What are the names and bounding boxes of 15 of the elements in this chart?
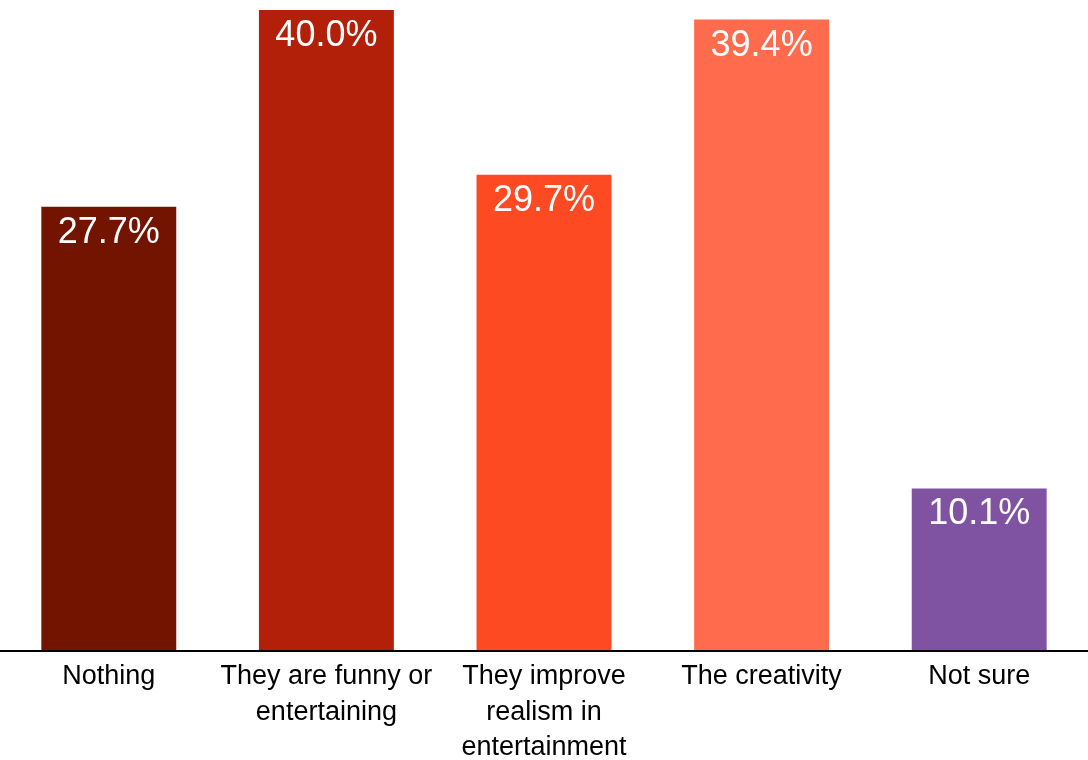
x-tick-label: They improve realism in entertainment <box>461 660 628 760</box>
data-label: 39.4% <box>710 22 813 64</box>
bar <box>911 488 1047 650</box>
bar <box>694 19 830 650</box>
bar <box>258 10 394 650</box>
bar <box>476 174 612 650</box>
data-label: 29.7% <box>492 177 596 219</box>
x-tick-label: The creativity <box>681 660 843 691</box>
x-tick-label: Nothing <box>62 660 156 691</box>
bar <box>41 206 177 650</box>
x-tick-label: Not sure <box>928 660 1031 691</box>
x-tick-label: They are funny or entertaining <box>220 660 433 726</box>
data-label: 10.1% <box>928 491 1031 533</box>
data-label: 27.7% <box>57 209 160 251</box>
data-label: 40.0% <box>275 13 378 54</box>
